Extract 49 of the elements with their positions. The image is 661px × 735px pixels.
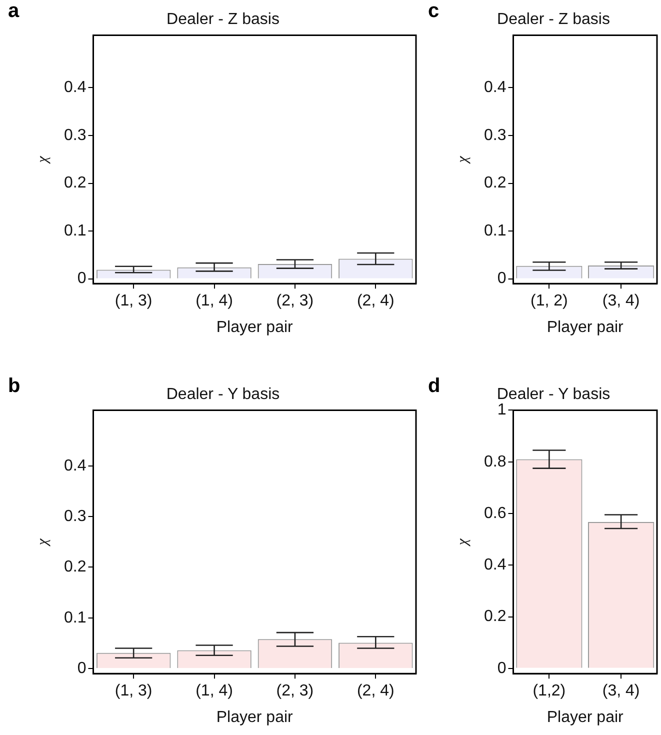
x-tick-label: (2, 4) <box>356 682 394 700</box>
y-tick-label: 0.2 <box>64 558 86 576</box>
y-tick-label: 0.1 <box>484 222 506 240</box>
y-tick-label: 0 <box>77 660 86 677</box>
y-tick-label: 0.2 <box>484 608 506 626</box>
y-tick-label: 0.3 <box>64 508 86 525</box>
y-tick-label: 0.3 <box>484 126 506 144</box>
x-axis-title: Player pair <box>216 318 294 336</box>
y-tick-label: 0 <box>497 660 506 677</box>
y-axis-title: χ <box>454 156 471 165</box>
y-tick-label: 0.2 <box>484 174 506 192</box>
text: b <box>8 375 20 398</box>
x-tick-label: (1, 2) <box>530 292 568 310</box>
chart-title: Dealer - Y basis <box>496 386 610 404</box>
x-tick-label: (3, 4) <box>602 292 640 310</box>
y-tick-label: 0.3 <box>64 126 86 144</box>
x-tick-label: (1, 4) <box>196 682 233 700</box>
x-tick-label: (2, 4) <box>356 292 394 310</box>
text: c <box>428 0 440 23</box>
y-tick-label: 0.4 <box>484 79 506 96</box>
x-tick-label: (3, 4) <box>602 682 640 700</box>
y-tick-label: 0.1 <box>64 222 86 240</box>
y-tick-label: 0.4 <box>64 79 86 96</box>
y-tick-label: 0 <box>77 270 86 288</box>
x-tick-label: (1, 3) <box>114 292 152 310</box>
x-axis-title: Player pair <box>546 708 624 726</box>
y-tick-label: 1 <box>497 402 506 419</box>
chart-title: Dealer - Z basis <box>497 11 610 28</box>
chart-title: Dealer - Z basis <box>166 11 280 28</box>
x-tick-label: (2, 3) <box>276 682 314 700</box>
y-axis-title: χ <box>34 156 51 165</box>
y-tick-label: 0.6 <box>484 504 506 522</box>
text: d <box>428 375 440 398</box>
y-tick-label: 0.2 <box>64 174 86 192</box>
y-axis-title: χ <box>34 538 51 548</box>
x-tick-label: (1, 3) <box>114 682 152 700</box>
y-tick-label: 0.1 <box>64 609 86 626</box>
x-tick-label: (1, 4) <box>196 292 233 310</box>
y-tick-label: 0.4 <box>484 556 506 574</box>
x-axis-title: Player pair <box>216 708 294 726</box>
y-axis-title: χ <box>454 538 471 548</box>
x-tick-label: (1,2) <box>532 682 566 700</box>
x-axis-title: Player pair <box>546 318 624 336</box>
text: a <box>8 0 20 23</box>
x-tick-label: (2, 3) <box>276 292 314 310</box>
y-tick-label: 0 <box>497 270 506 288</box>
y-tick-label: 0.4 <box>64 457 86 474</box>
y-tick-label: 0.8 <box>484 453 506 470</box>
chart-title: Dealer - Y basis <box>166 386 280 404</box>
